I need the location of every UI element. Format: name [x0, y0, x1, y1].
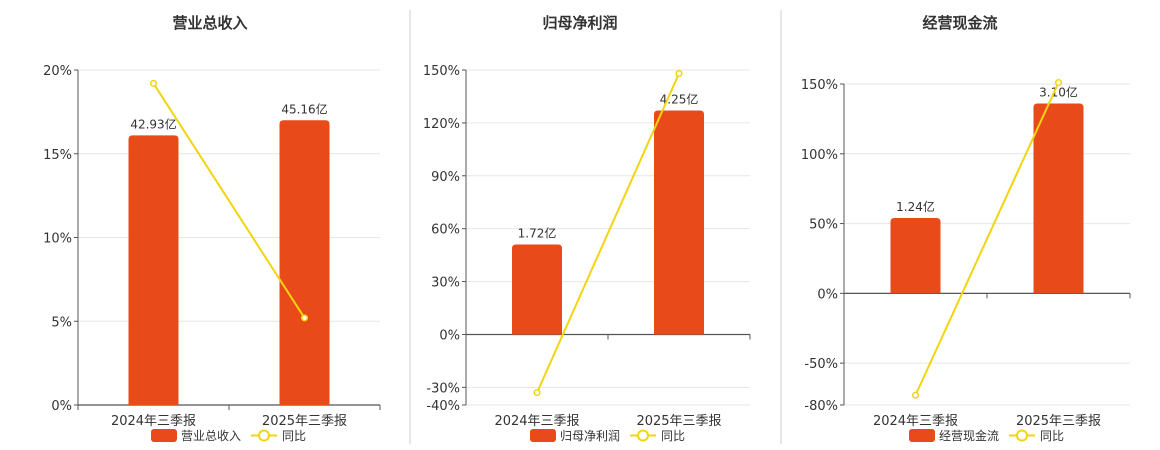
bar-value-label: 1.72亿: [518, 226, 557, 241]
y-tick-label: 120%: [423, 117, 460, 132]
x-tick-label: 2025年三季报: [1016, 414, 1101, 429]
y-tick-label: 60%: [431, 223, 460, 238]
legend-bar-label: 归母净利润: [560, 429, 620, 443]
bar-value-label: 42.93亿: [130, 116, 176, 131]
y-tick-label: 0%: [51, 399, 72, 414]
chart-title: 归母净利润: [542, 14, 617, 32]
yoy-point: [675, 69, 683, 78]
bar-value-label: 3.10亿: [1039, 85, 1078, 100]
yoy-point: [911, 391, 920, 399]
y-tick-label: -40%: [426, 399, 460, 414]
legend-line-label: 同比: [661, 429, 685, 443]
bar: [1033, 103, 1084, 294]
x-tick-label: 2024年三季报: [494, 414, 579, 429]
chart-panel-2: 归母净利润 150% 120% 90% 60% 30% 0% -30% -40% 2024年三季报…: [423, 14, 751, 443]
y-tick-label: 5%: [51, 315, 72, 330]
bar: [128, 135, 179, 405]
legend-bar-swatch: [530, 429, 556, 442]
y-tick-label: 50%: [809, 218, 838, 233]
x-tick-label: 2025年三季报: [262, 414, 347, 429]
chart-panel-3: 经营现金流 150% 100% 50% 0% -50% -80% 2024年三季报 2025年三…: [801, 14, 1131, 443]
legend-bar-swatch: [151, 429, 177, 442]
y-tick-label: 150%: [801, 78, 838, 93]
bar-value-label: 45.16亿: [281, 101, 327, 116]
legend-line-marker: [1016, 429, 1028, 442]
y-tick-label: 150%: [423, 64, 460, 79]
chart-panel-1: 营业总收入 20% 15% 10% 5% 0% 2024年三季报 2025年三季报 42.93亿…: [43, 14, 381, 443]
yoy-line: [914, 82, 1060, 396]
bar: [512, 244, 562, 335]
yoy-point: [300, 314, 309, 322]
legend-bar-label: 营业总收入: [181, 429, 241, 443]
yoy-point: [533, 389, 541, 397]
y-tick-label: 30%: [431, 276, 460, 291]
yoy-line: [152, 82, 306, 319]
x-tick-label: 2025年三季报: [636, 414, 721, 429]
y-tick-label: 10%: [43, 232, 72, 247]
y-tick-label: 20%: [43, 64, 72, 79]
yoy-point: [149, 79, 158, 87]
bar: [279, 120, 330, 405]
legend-bar-label: 经营现金流: [939, 428, 999, 443]
y-tick-label: 15%: [43, 148, 72, 163]
legend-line-label: 同比: [282, 429, 306, 443]
yoy-point: [1054, 79, 1063, 87]
legend-bar-swatch: [909, 429, 935, 442]
bar: [890, 217, 941, 294]
x-tick-label: 2024年三季报: [873, 414, 958, 429]
y-tick-label: 90%: [431, 170, 460, 185]
y-tick-label: 0%: [439, 328, 460, 343]
y-tick-label: 100%: [801, 148, 838, 163]
y-tick-label: -80%: [804, 399, 838, 414]
legend-line-label: 同比: [1040, 429, 1064, 443]
legend: 归母净利润 同比: [530, 429, 685, 443]
yoy-line: [536, 73, 680, 394]
bar-value-label: 1.24亿: [896, 199, 935, 214]
legend-line-marker: [258, 429, 270, 442]
y-tick-label: -30%: [426, 381, 460, 396]
y-tick-label: 0%: [817, 287, 838, 302]
legend: 营业总收入 同比: [151, 429, 306, 443]
y-tick-label: -50%: [804, 357, 838, 372]
legend: 经营现金流 同比: [909, 428, 1064, 443]
x-tick-label: 2024年三季报: [111, 414, 196, 429]
bar: [654, 110, 704, 335]
legend-line-marker: [637, 429, 649, 442]
chart-title: 经营现金流: [922, 14, 997, 32]
chart-title: 营业总收入: [172, 14, 247, 32]
